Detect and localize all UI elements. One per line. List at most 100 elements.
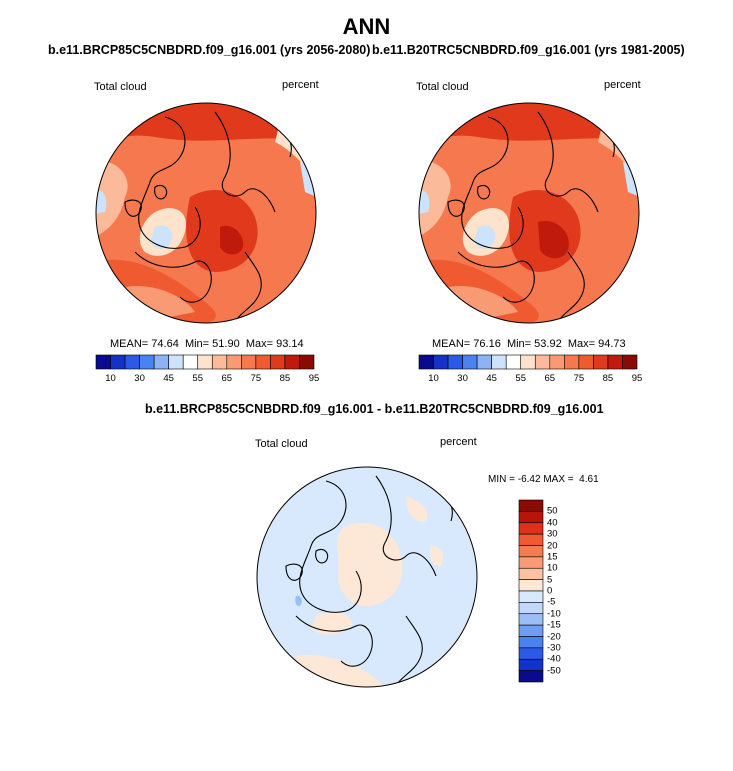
panel-2-min-label: Min= xyxy=(506,338,532,350)
panel-1-colorbar-ticks: 10 30 45 55 65 75 85 95 xyxy=(96,373,319,385)
panel-1-max: 93.14 xyxy=(276,338,304,350)
colorbar-tick-label: 15 xyxy=(547,551,558,563)
colorbar-swatch xyxy=(564,354,580,370)
colorbar-swatch xyxy=(270,354,286,370)
panel-1-mean-label: MEAN= xyxy=(110,338,149,350)
colorbar-tick-label: 45 xyxy=(486,373,497,384)
panel-3-max: 4.61 xyxy=(579,474,599,485)
panel-3-field-ne-pos xyxy=(406,496,428,522)
panel-1-coastlines xyxy=(124,111,292,323)
colorbar-swatch xyxy=(549,354,565,370)
colorbar-tick-label: 65 xyxy=(544,373,556,384)
colorbar-tick-label: 30 xyxy=(457,373,468,384)
colorbar-tick-label: -40 xyxy=(547,653,561,665)
panel-1-field-greenland-low xyxy=(151,225,173,249)
colorbar-swatch xyxy=(182,354,199,370)
panel-3-field-e-pos xyxy=(430,545,443,567)
colorbar-tick-label: 85 xyxy=(279,373,291,384)
panel-1-coast-b xyxy=(214,111,276,213)
main-title: ANN xyxy=(342,14,391,39)
colorbar-tick-label: -50 xyxy=(547,665,561,677)
colorbar-swatch xyxy=(241,354,257,370)
panel-2-coast-d xyxy=(557,251,585,323)
panel-3-coast-b xyxy=(375,475,437,577)
panel-3-units: percent xyxy=(440,436,477,448)
panel-1-colorbar xyxy=(95,354,315,370)
panel-1-variable: Total cloud xyxy=(94,81,147,93)
panel-3-field-neg-spot xyxy=(295,595,302,607)
panel-1-mean: 74.64 xyxy=(151,338,179,350)
colorbar-swatch xyxy=(518,579,544,592)
panel-1-coast-island-b xyxy=(154,184,168,200)
colorbar-swatch xyxy=(518,511,544,524)
panel-2-field-west xyxy=(419,161,451,237)
panel-2-map xyxy=(418,102,640,324)
colorbar-swatch xyxy=(124,354,140,370)
colorbar-swatch xyxy=(226,354,242,370)
panel-1-coast-c xyxy=(134,251,212,303)
panel-2-title: b.e11.B20TRC5CNBDRD.f09_g16.001 (yrs 198… xyxy=(372,43,685,57)
colorbar-swatch xyxy=(518,658,544,671)
colorbar-tick-label: 20 xyxy=(547,540,558,551)
colorbar-tick-label: 55 xyxy=(192,373,204,384)
panel-2-field-core xyxy=(538,220,569,259)
colorbar-swatch xyxy=(520,354,536,370)
colorbar-swatch xyxy=(476,354,492,370)
colorbar-swatch xyxy=(95,354,111,370)
colorbar-tick-label: 40 xyxy=(547,517,558,529)
colorbar-swatch xyxy=(518,499,544,512)
colorbar-swatch xyxy=(534,354,551,370)
panel-3-min: -6.42 xyxy=(517,474,541,485)
colorbar-tick-label: -15 xyxy=(547,619,561,631)
colorbar-tick-label: 95 xyxy=(308,373,320,384)
panel-1-coast-d xyxy=(234,251,262,323)
panel-3-colorbar-ticks: 50 40 30 20 15 10 5 0 -5 -10 -15 -20 -30 -40 -50 xyxy=(547,500,587,682)
colorbar-swatch xyxy=(505,354,522,370)
panel-3-coast-d xyxy=(395,615,423,687)
colorbar-swatch xyxy=(139,354,155,370)
colorbar-swatch xyxy=(284,354,300,370)
colorbar-swatch xyxy=(518,522,544,535)
panel-3-min-label: MIN = xyxy=(488,474,515,485)
panel-2-variable: Total cloud xyxy=(416,81,469,93)
panel-2-coast-c xyxy=(457,251,535,303)
colorbar-swatch xyxy=(518,670,544,683)
panel-1-units: percent xyxy=(282,79,319,91)
colorbar-tick-label: 30 xyxy=(547,528,558,540)
panel-3-max-label: MAX = xyxy=(543,474,574,485)
colorbar-tick-label: 10 xyxy=(428,373,439,384)
colorbar-swatch xyxy=(418,354,434,370)
colorbar-swatch xyxy=(211,354,228,370)
colorbar-swatch xyxy=(518,567,544,580)
colorbar-swatch xyxy=(518,624,544,637)
panel-3-coast-island-b xyxy=(315,548,329,564)
panel-2-max: 94.73 xyxy=(598,338,626,350)
colorbar-swatch xyxy=(518,647,544,660)
panel-1-title: b.e11.BRCP85C5CNBDRD.f09_g16.001 (yrs 20… xyxy=(48,43,371,57)
colorbar-swatch xyxy=(518,556,544,569)
panel-1-min: 51.90 xyxy=(212,338,240,350)
colorbar-tick-label: -5 xyxy=(547,596,556,608)
colorbar-tick-label: 30 xyxy=(134,373,145,384)
panel-1-max-label: Max= xyxy=(245,338,274,350)
panel-3-colorbar xyxy=(518,499,544,683)
colorbar-swatch xyxy=(518,636,544,649)
colorbar-swatch xyxy=(518,533,544,546)
panel-3-coast-c xyxy=(295,615,373,667)
colorbar-tick-label: 45 xyxy=(163,373,174,384)
panel-2-units: percent xyxy=(604,79,641,91)
panel-2-stats: MEAN= 76.16 Min= 53.92 Max= 94.73 xyxy=(432,338,626,350)
panel-1-field-west-blue xyxy=(96,190,107,214)
colorbar-swatch xyxy=(110,354,126,370)
colorbar-tick-label: -20 xyxy=(547,631,561,642)
panel-3-coastlines xyxy=(285,475,453,687)
panel-2-max-label: Max= xyxy=(567,338,596,350)
colorbar-tick-label: 10 xyxy=(547,562,558,574)
colorbar-swatch xyxy=(518,590,544,603)
panel-2-coast-island-a xyxy=(447,199,465,217)
colorbar-swatch xyxy=(168,354,184,370)
panel-2-coast-b xyxy=(537,111,599,213)
colorbar-swatch xyxy=(578,354,594,370)
colorbar-tick-label: 75 xyxy=(573,373,585,384)
colorbar-swatch xyxy=(299,354,315,370)
